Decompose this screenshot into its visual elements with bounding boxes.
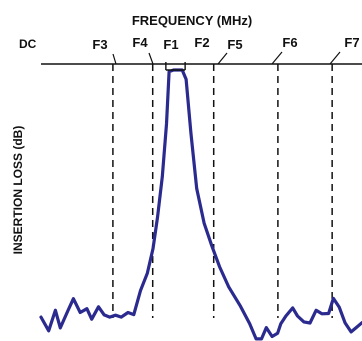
- y-axis-label: INSERTION LOSS (dB): [11, 126, 25, 255]
- insertion-loss-curve: [39, 68, 362, 341]
- marker-leader-f7: [329, 51, 341, 65]
- marker-label-f3: F3: [92, 37, 107, 52]
- marker-leader-f5: [217, 52, 228, 65]
- marker-label-f1: F1: [163, 37, 178, 52]
- marker-labels: F1 F2 F3 F4 F5 F6 F7: [92, 35, 359, 52]
- marker-leader-f4: [148, 52, 154, 65]
- marker-leader-f3: [112, 53, 117, 65]
- marker-leaders: [112, 51, 341, 65]
- marker-label-f5: F5: [227, 37, 242, 52]
- passband-bracket: [165, 62, 186, 71]
- marker-label-f7: F7: [344, 35, 359, 50]
- marker-leader-f6: [271, 51, 283, 65]
- origin-label-dc: DC: [19, 37, 37, 51]
- marker-label-f6: F6: [282, 35, 297, 50]
- marker-label-f2: F2: [194, 35, 209, 50]
- marker-label-f4: F4: [132, 35, 148, 50]
- chart-title: FREQUENCY (MHz): [132, 13, 252, 28]
- guide-lines: [112, 64, 333, 318]
